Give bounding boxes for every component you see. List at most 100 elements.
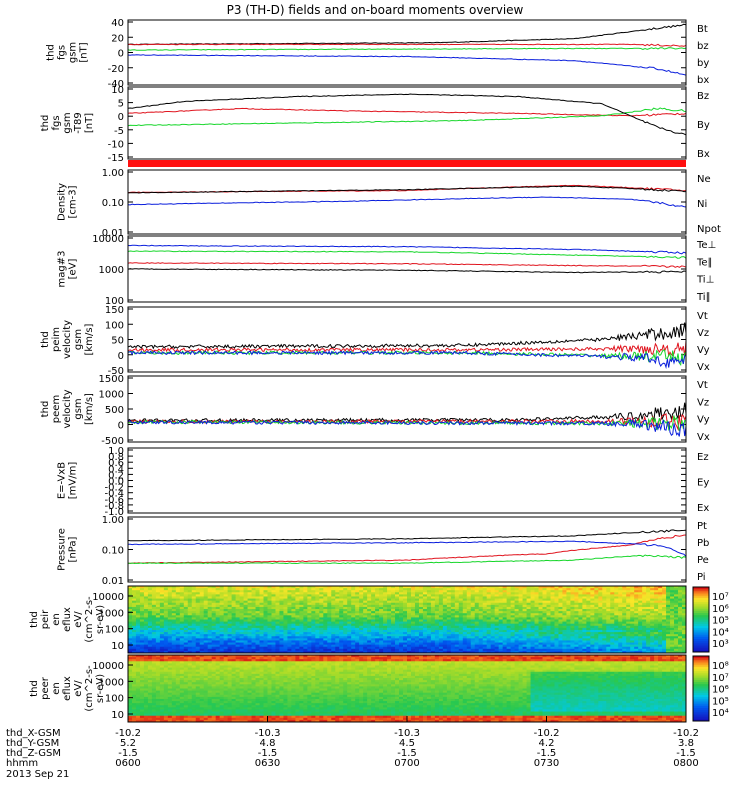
heatmap-cell (151, 698, 157, 702)
heatmap-cell (139, 625, 145, 629)
heatmap-cell (211, 636, 217, 639)
heatmap-cell (582, 629, 587, 633)
heatmap-cell (554, 613, 559, 616)
heatmap-cell (578, 598, 583, 602)
heatmap-cell (658, 613, 663, 616)
heatmap-cell (247, 600, 252, 604)
heatmap-cell (347, 634, 352, 637)
heatmap-cell (227, 596, 233, 599)
colorbar-tick-label: 10⁵ (712, 616, 729, 627)
heatmap-cell (530, 619, 535, 622)
heatmap-cell (422, 621, 428, 625)
heatmap-cell (570, 600, 575, 604)
heatmap-cell (267, 606, 272, 610)
heatmap-cell (682, 596, 687, 599)
heatmap-cell (387, 646, 392, 650)
heatmap-cell (410, 602, 416, 606)
heatmap-cell (219, 594, 225, 597)
heatmap-cell (291, 625, 296, 629)
heatmap-cell (347, 609, 352, 612)
heatmap-cell (271, 632, 276, 635)
heatmap-cell (578, 650, 583, 654)
heatmap-cell (367, 617, 372, 620)
heatmap-cell (678, 615, 683, 618)
heatmap-cell (430, 623, 436, 627)
heatmap-cell (163, 609, 169, 612)
heatmap-cell (550, 642, 555, 646)
heatmap-cell (462, 611, 468, 614)
heatmap-cell (502, 617, 508, 620)
heatmap-cell (494, 611, 500, 614)
heatmap-cell (223, 629, 229, 633)
heatmap-cell (646, 604, 651, 608)
heatmap-cell (530, 634, 535, 637)
heatmap-cell (434, 619, 440, 622)
heatmap-cell (355, 640, 360, 643)
heatmap-cell (534, 594, 539, 597)
heatmap-cell (650, 606, 655, 610)
heatmap-cell (407, 650, 412, 654)
heatmap-cell (227, 646, 233, 650)
heatmap-cell (418, 625, 424, 629)
heatmap-cell (482, 625, 488, 629)
heatmap-cell (383, 650, 388, 654)
heatmap-cell (155, 642, 161, 646)
heatmap-cell (235, 594, 240, 597)
heatmap-cell (558, 600, 563, 604)
heatmap-cell (546, 648, 551, 652)
heatmap-cell (454, 586, 460, 589)
heatmap-cell (367, 625, 372, 629)
heatmap-cell (399, 617, 404, 620)
heatmap-cell (315, 627, 320, 631)
heatmap-cell (494, 609, 500, 612)
heatmap-cell (315, 621, 320, 625)
heatmap-cell (442, 602, 448, 606)
heatmap-cell (135, 623, 141, 627)
heatmap-cell (215, 636, 221, 639)
heatmap-cell (379, 588, 384, 591)
heatmap-cell (147, 592, 153, 595)
heatmap-cell (578, 627, 583, 631)
heatmap-cell (486, 617, 492, 620)
heatmap-cell (602, 609, 607, 612)
heatmap-cell (490, 602, 496, 606)
heatmap-cell (482, 644, 488, 648)
heatmap-cell (128, 678, 133, 681)
heatmap-cell (458, 648, 464, 652)
heatmap-cell (251, 638, 256, 641)
heatmap-cell (267, 596, 272, 599)
heatmap-cell (506, 640, 512, 643)
heatmap-cell (399, 636, 404, 639)
heatmap-cell (139, 598, 145, 602)
heatmap-cell (634, 611, 639, 614)
heatmap-cell (498, 596, 504, 599)
heatmap-cell (638, 600, 643, 604)
heatmap-cell (590, 636, 595, 639)
heatmap-cell (414, 644, 420, 648)
heatmap-cell (143, 665, 149, 668)
heatmap-cell (207, 623, 213, 627)
heatmap-cell (243, 615, 248, 618)
heatmap-cell (574, 588, 579, 591)
heatmap-cell (642, 592, 647, 595)
heatmap-cell (359, 646, 364, 650)
heatmap-cell (602, 611, 607, 614)
panel-e_vxb: E=-VxB [mV/m]1.00.80.60.40.20.0-0.2-0.4-0… (57, 446, 710, 518)
heatmap-cell (558, 617, 563, 620)
heatmap-cell (534, 619, 539, 622)
heatmap-cell (498, 602, 504, 606)
heatmap-cell (275, 627, 280, 631)
heatmap-cell (259, 613, 264, 616)
heatmap-cell (347, 621, 352, 625)
heatmap-cell (371, 650, 376, 654)
heatmap-cell (442, 609, 448, 612)
heatmap-cell (299, 640, 304, 643)
heatmap-cell (462, 627, 468, 631)
heatmap-cell (359, 615, 364, 618)
heatmap-cell (618, 617, 623, 620)
heatmap-cell (215, 594, 221, 597)
heatmap-cell (195, 625, 201, 629)
heatmap-cell (578, 586, 583, 589)
heatmap-cell (275, 609, 280, 612)
heatmap-cell (143, 592, 149, 595)
